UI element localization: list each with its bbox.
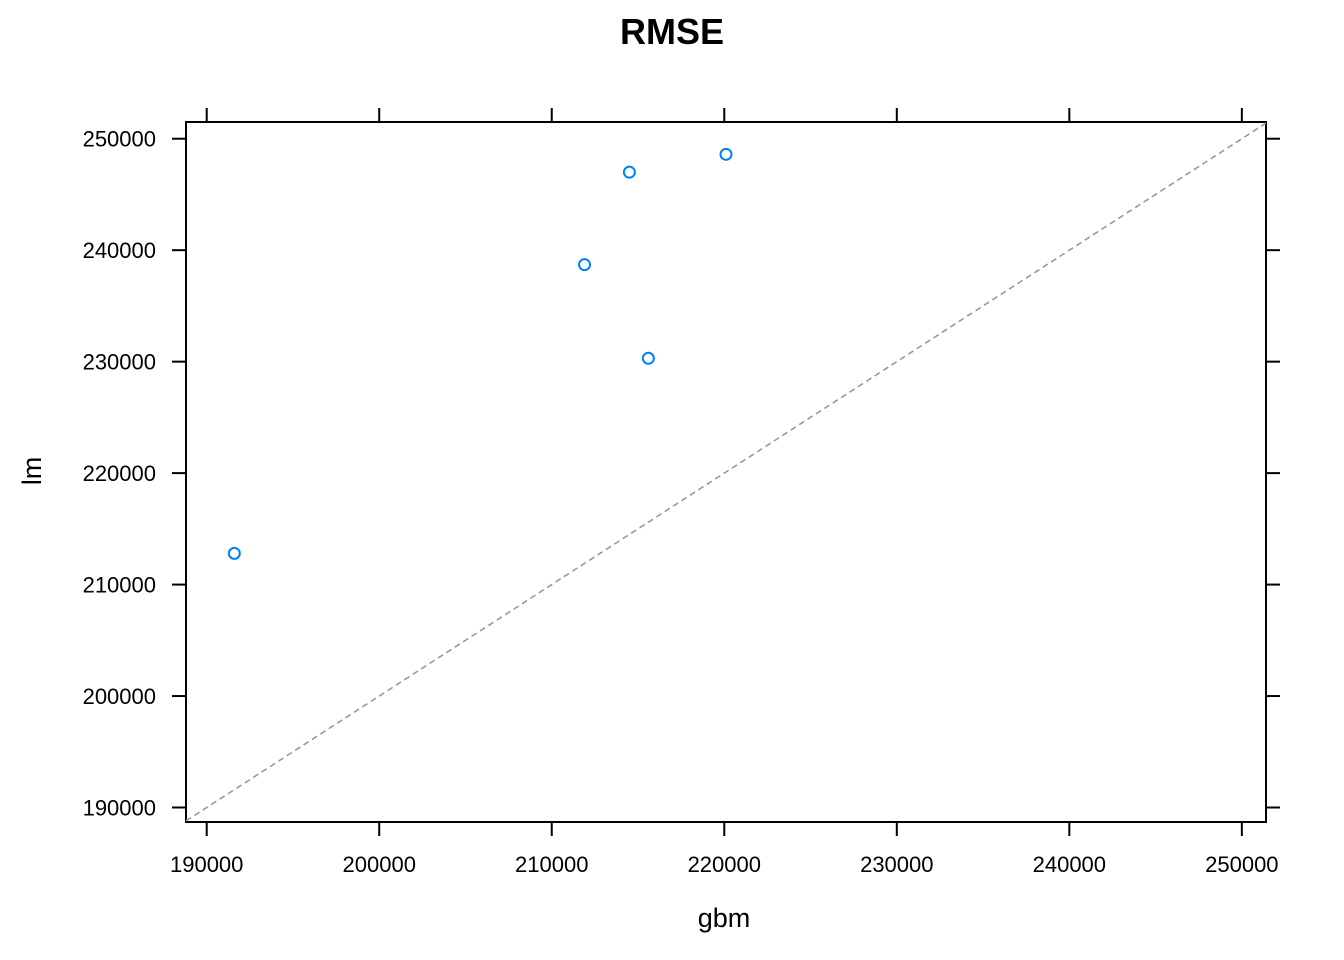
x-tick-label: 250000 xyxy=(1205,852,1278,877)
y-tick-label: 250000 xyxy=(83,127,156,152)
x-tick-label: 190000 xyxy=(170,852,243,877)
x-tick-label: 210000 xyxy=(515,852,588,877)
y-tick-label: 200000 xyxy=(83,684,156,709)
data-point xyxy=(578,258,592,272)
x-tick-label: 230000 xyxy=(860,852,933,877)
x-axis: 190000 200000 210000 220000 230000 240000 2500… xyxy=(170,108,1279,877)
y-tick-label: 210000 xyxy=(83,573,156,598)
y-tick-label: 230000 xyxy=(83,350,156,375)
reference-line-group xyxy=(185,122,1267,822)
data-point xyxy=(641,351,655,365)
reference-line xyxy=(185,122,1267,822)
data-point xyxy=(719,147,733,161)
data-point xyxy=(227,546,241,560)
y-tick-label: 220000 xyxy=(83,461,156,486)
x-tick-label: 200000 xyxy=(343,852,416,877)
y-tick-label: 190000 xyxy=(83,796,156,821)
y-axis: 190000 200000 210000 220000 230000 240000 2500… xyxy=(83,127,1280,821)
x-tick-label: 220000 xyxy=(688,852,761,877)
chart-title: RMSE xyxy=(620,11,724,52)
data-point xyxy=(622,165,636,179)
x-tick-label: 240000 xyxy=(1033,852,1106,877)
plot-frame xyxy=(185,121,1267,823)
y-tick-label: 240000 xyxy=(83,238,156,263)
data-points xyxy=(227,147,733,560)
x-axis-label: gbm xyxy=(698,903,751,933)
y-axis-label: lm xyxy=(17,457,47,486)
